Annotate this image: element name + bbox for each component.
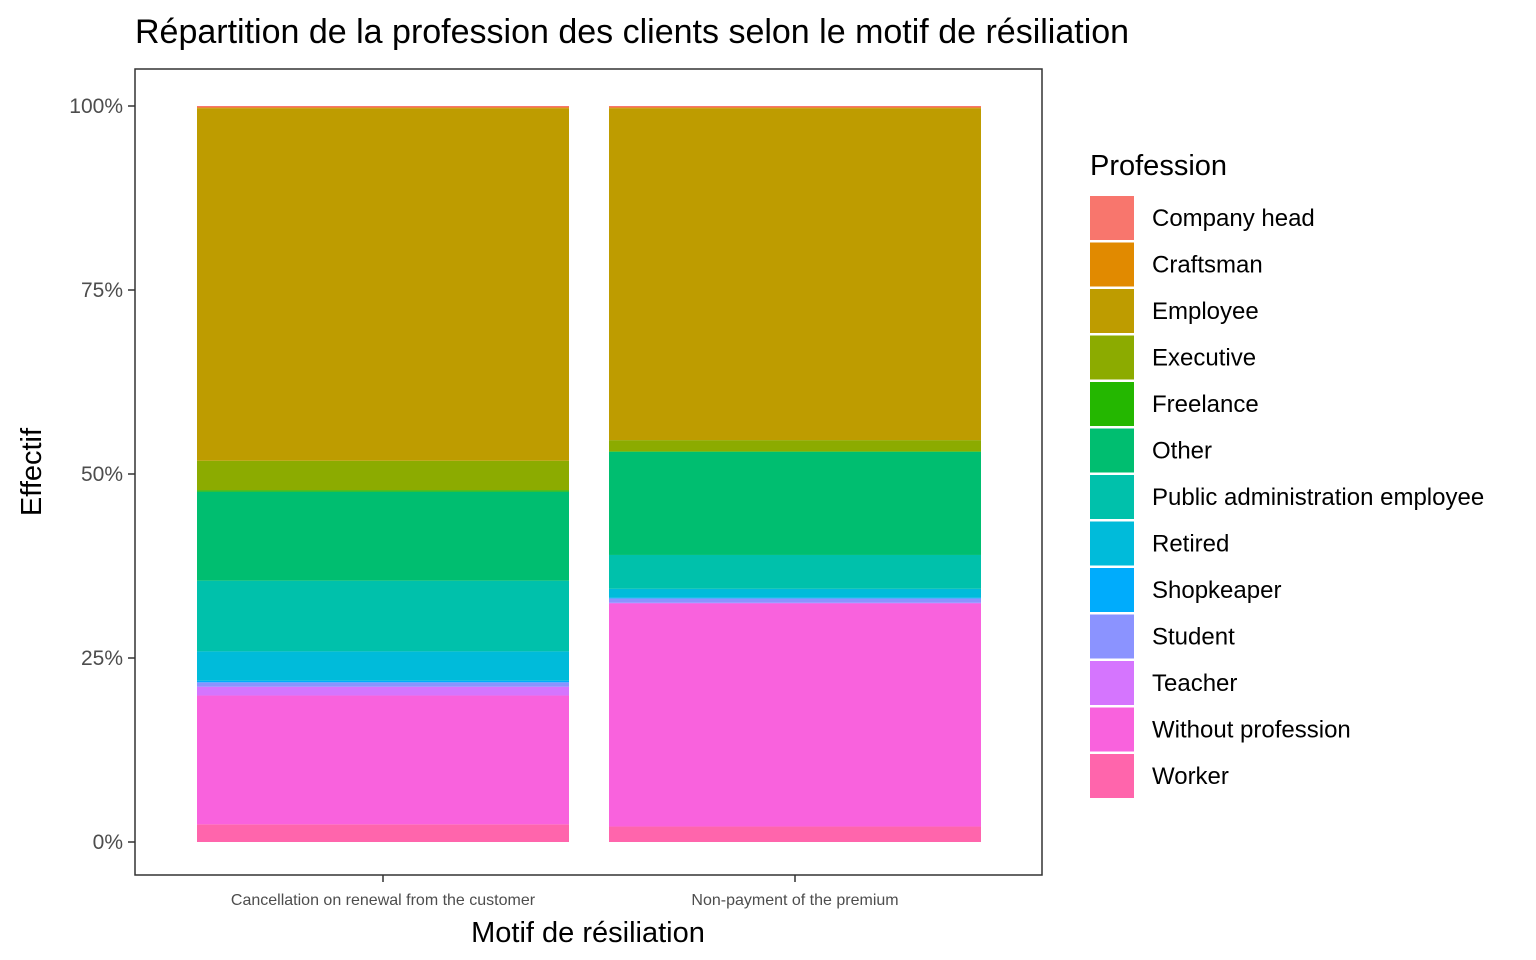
legend-label: Student (1152, 624, 1235, 651)
bar-segment (609, 826, 981, 842)
bar-segment (609, 598, 981, 603)
y-tick-label: 0% (93, 831, 123, 854)
legend-key (1090, 475, 1134, 519)
legend-key (1090, 614, 1134, 659)
bar-segment (197, 491, 569, 581)
bar-segment (197, 490, 569, 492)
bar-segment (609, 597, 981, 599)
bar-segment (197, 108, 569, 461)
y-tick-label: 75% (81, 279, 123, 302)
bar-segment (197, 682, 569, 687)
bar-segment (609, 108, 981, 441)
legend-key (1090, 382, 1134, 426)
bar-segment (609, 588, 981, 598)
legend-key (1090, 521, 1134, 566)
bar-segment (197, 680, 569, 683)
legend-key (1090, 289, 1134, 333)
legend-label: Retired (1152, 531, 1229, 558)
bar-segment (197, 651, 569, 681)
legend-key (1090, 754, 1134, 798)
y-axis: 0% 25% 50% 75% 100% (69, 95, 135, 854)
bar-segment (609, 554, 981, 589)
bar-segment (609, 106, 981, 108)
bar-segment (197, 107, 569, 109)
y-tick-label: 50% (81, 463, 123, 486)
bars-layer (197, 106, 981, 842)
legend-key (1090, 196, 1134, 240)
legend-key (1090, 568, 1134, 612)
legend-label: Employee (1152, 298, 1259, 325)
bar-segment (197, 824, 569, 842)
legend-label: Company head (1152, 205, 1315, 232)
legend-key (1090, 707, 1134, 752)
bar-segment (197, 106, 569, 108)
x-axis-title: Motif de résiliation (471, 917, 705, 949)
legend: Profession Company head Craftsman Employee… (1090, 150, 1484, 798)
legend-key (1090, 428, 1134, 473)
bar-segment (609, 440, 981, 452)
x-axis: Cancellation on renewal from the custome… (231, 875, 899, 909)
y-tick-label: 100% (69, 95, 123, 118)
x-tick-label: Cancellation on renewal from the custome… (231, 892, 536, 909)
bar-segment (197, 580, 569, 652)
legend-label: Without profession (1152, 717, 1351, 744)
legend-label: Teacher (1152, 670, 1237, 697)
bar-segment (609, 451, 981, 555)
y-axis-title: Effectif (16, 427, 48, 516)
legend-label: Public administration employee (1152, 484, 1484, 511)
bar-segment (609, 451, 981, 452)
bar-segment (197, 686, 569, 696)
chart-title: Répartition de la profession des clients… (135, 13, 1129, 51)
legend-title: Profession (1090, 150, 1227, 182)
legend-key (1090, 335, 1134, 380)
legend-label: Executive (1152, 345, 1256, 372)
legend-label: Craftsman (1152, 252, 1263, 279)
legend-label: Worker (1152, 763, 1229, 790)
bar-segment (197, 460, 569, 491)
y-tick-label: 25% (81, 647, 123, 670)
legend-key (1090, 242, 1134, 287)
bar-segment (609, 107, 981, 109)
legend-key (1090, 661, 1134, 705)
bar-segment (609, 602, 981, 604)
legend-label: Shopkeaper (1152, 577, 1281, 604)
legend-label: Freelance (1152, 391, 1259, 418)
bar-segment (197, 695, 569, 825)
bar-segment (609, 603, 981, 827)
legend-label: Other (1152, 438, 1212, 465)
x-tick-label: Non-payment of the premium (691, 892, 898, 909)
